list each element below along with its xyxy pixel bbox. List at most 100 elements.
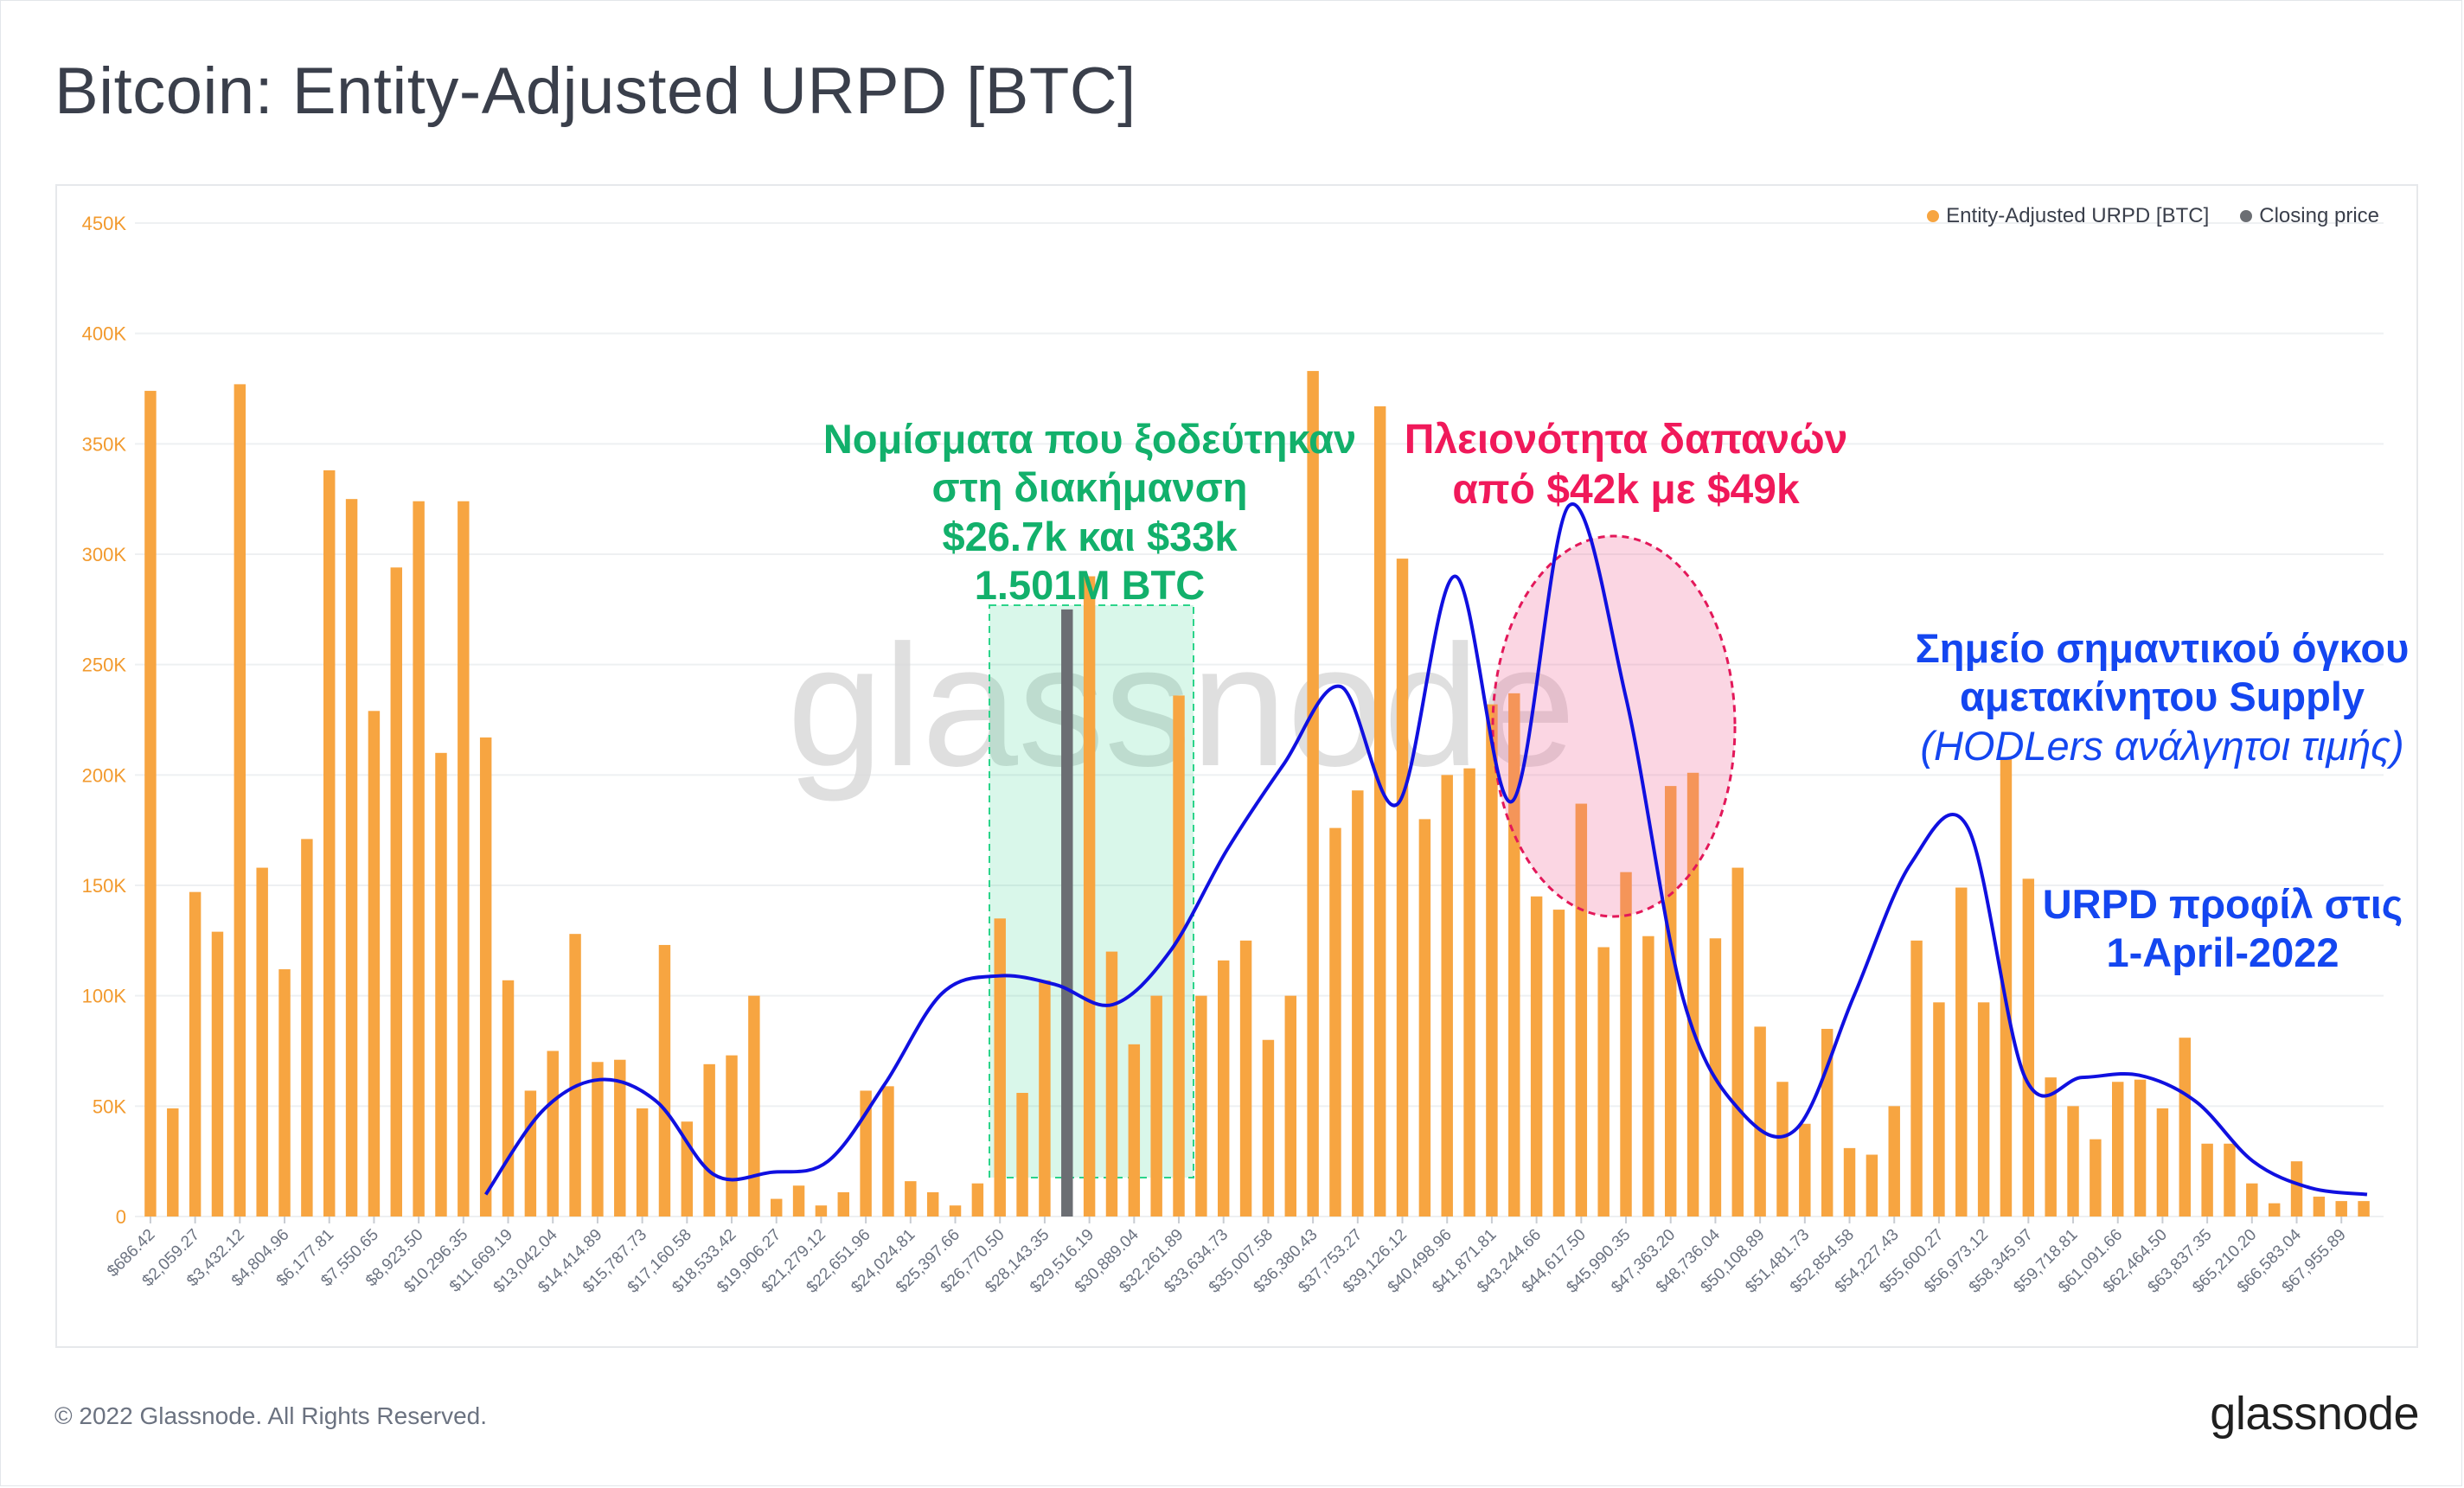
y-tick-label: 100K bbox=[82, 986, 127, 1007]
urpd-bar bbox=[323, 469, 336, 1217]
urpd-bar bbox=[1665, 786, 1677, 1217]
urpd-bar bbox=[2112, 1082, 2124, 1217]
urpd-bar bbox=[949, 1205, 962, 1217]
urpd-bar bbox=[1016, 1093, 1028, 1217]
urpd-bar bbox=[2335, 1201, 2347, 1217]
urpd-bar bbox=[1977, 1002, 1990, 1217]
urpd-bar bbox=[748, 995, 760, 1217]
legend-dot-urpd bbox=[1927, 210, 1940, 222]
annotation-green-line-2: στη διακήμανση bbox=[931, 464, 1248, 511]
urpd-bar bbox=[278, 969, 291, 1217]
y-tick-label: 300K bbox=[82, 544, 127, 565]
urpd-bar bbox=[1262, 1039, 1275, 1217]
annotation-supply-italic: (HODLers ανάλγητοι τιμής) bbox=[1920, 722, 2404, 769]
pink-highlight-ellipse bbox=[1491, 534, 1737, 918]
urpd-bar bbox=[167, 1108, 179, 1217]
urpd-bar bbox=[1128, 1044, 1141, 1217]
urpd-bar bbox=[994, 918, 1006, 1217]
y-tick-label: 200K bbox=[82, 764, 127, 786]
urpd-bar bbox=[1843, 1147, 1856, 1217]
urpd-bar bbox=[1352, 790, 1364, 1217]
urpd-bar bbox=[1373, 406, 1386, 1217]
urpd-bar bbox=[1329, 827, 1341, 1217]
urpd-bar bbox=[390, 567, 402, 1217]
urpd-bar bbox=[703, 1063, 715, 1217]
urpd-bar bbox=[368, 711, 381, 1217]
urpd-bar bbox=[1307, 371, 1319, 1217]
urpd-bar bbox=[1731, 867, 1744, 1217]
urpd-profile-curve bbox=[484, 501, 2368, 1197]
chart-legend: Entity-Adjusted URPD [BTC] Closing price bbox=[1927, 204, 2379, 228]
urpd-bar bbox=[234, 384, 246, 1217]
bar-layer bbox=[144, 371, 2370, 1217]
legend-item-closing-price[interactable]: Closing price bbox=[2240, 204, 2379, 228]
urpd-bar bbox=[2290, 1161, 2303, 1217]
urpd-bar bbox=[1486, 704, 1498, 1217]
urpd-bar bbox=[1530, 896, 1543, 1217]
urpd-bar bbox=[458, 501, 470, 1217]
urpd-bar bbox=[2246, 1183, 2258, 1217]
annotation-profile-line-2: 1-April-2022 bbox=[2106, 929, 2339, 976]
urpd-bar bbox=[1642, 936, 1654, 1217]
urpd-bar bbox=[860, 1090, 872, 1217]
y-tick-label: 150K bbox=[82, 875, 127, 897]
y-tick-label: 250K bbox=[82, 655, 127, 676]
urpd-bar bbox=[1441, 775, 1453, 1217]
urpd-bar bbox=[592, 1062, 604, 1217]
annotation-red: Πλειονότητα δαπανών από $42k με $49k bbox=[1384, 415, 1868, 514]
urpd-bar bbox=[1776, 1082, 1789, 1217]
y-axis-ticks: 0 50K 100K 150K 200K 250K 300K 350K 400K 450K bbox=[82, 213, 127, 1228]
urpd-bar bbox=[2179, 1038, 2191, 1217]
urpd-bar bbox=[1754, 1026, 1766, 1217]
urpd-bar bbox=[547, 1051, 559, 1217]
urpd-bar bbox=[2000, 757, 2013, 1217]
urpd-bar bbox=[1418, 819, 1431, 1217]
urpd-bar bbox=[658, 944, 671, 1217]
urpd-bar bbox=[1083, 576, 1096, 1217]
urpd-bar bbox=[479, 737, 492, 1217]
urpd-bar bbox=[2156, 1108, 2169, 1217]
annotation-green-line-4: 1.501M BTC bbox=[974, 562, 1206, 609]
urpd-bar bbox=[837, 1191, 849, 1217]
annotation-red-line-2: από $42k με $49k bbox=[1452, 466, 1800, 513]
chart-panel: glassnode 0 50K 100K 150K 200K 250K 300K 350K 40… bbox=[55, 184, 2418, 1348]
urpd-bar bbox=[2134, 1079, 2147, 1217]
urpd-bar bbox=[2201, 1143, 2213, 1217]
urpd-bar bbox=[1039, 980, 1051, 1217]
urpd-bar bbox=[211, 931, 224, 1217]
legend-item-urpd[interactable]: Entity-Adjusted URPD [BTC] bbox=[1927, 204, 2209, 228]
urpd-bar bbox=[1508, 693, 1520, 1217]
urpd-bar bbox=[1597, 947, 1610, 1217]
urpd-bar bbox=[2313, 1197, 2326, 1217]
urpd-bar bbox=[636, 1108, 649, 1217]
urpd-bar bbox=[1955, 887, 1968, 1217]
y-tick-label: 350K bbox=[82, 433, 127, 455]
annotation-supply: Σημείο σημαντικού όγκου αμετακίνητου Sup… bbox=[1851, 624, 2464, 770]
urpd-bar bbox=[1463, 768, 1475, 1217]
urpd-bar bbox=[435, 752, 447, 1217]
urpd-bar bbox=[971, 1183, 984, 1217]
annotation-supply-line-1: Σημείο σημαντικού όγκου bbox=[1915, 625, 2410, 671]
urpd-bar bbox=[1284, 995, 1296, 1217]
urpd-bar bbox=[189, 891, 202, 1217]
y-tick-label: 0 bbox=[116, 1206, 126, 1228]
urpd-bar bbox=[524, 1090, 537, 1217]
urpd-bar bbox=[1866, 1154, 1878, 1217]
urpd-bar bbox=[726, 1055, 738, 1217]
urpd-bar bbox=[905, 1181, 917, 1217]
urpd-bar bbox=[614, 1059, 626, 1217]
urpd-bar bbox=[2045, 1077, 2057, 1217]
urpd-bar bbox=[2224, 1143, 2236, 1217]
urpd-bar bbox=[1888, 1106, 1900, 1217]
urpd-bar bbox=[144, 391, 157, 1217]
urpd-chart: glassnode 050K100K150K200K250K300K350K40… bbox=[82, 213, 2384, 1297]
glassnode-logo[interactable]: glassnode bbox=[2210, 1388, 2419, 1440]
y-tick-label: 450K bbox=[82, 213, 127, 234]
urpd-bar bbox=[256, 867, 268, 1217]
urpd-bar bbox=[1150, 995, 1162, 1217]
urpd-bar bbox=[502, 980, 515, 1217]
closing-price-bar bbox=[1061, 609, 1073, 1217]
legend-label-closing-price: Closing price bbox=[2259, 204, 2379, 227]
y-tick-label: 50K bbox=[93, 1095, 126, 1117]
legend-dot-closing-price bbox=[2240, 210, 2253, 222]
